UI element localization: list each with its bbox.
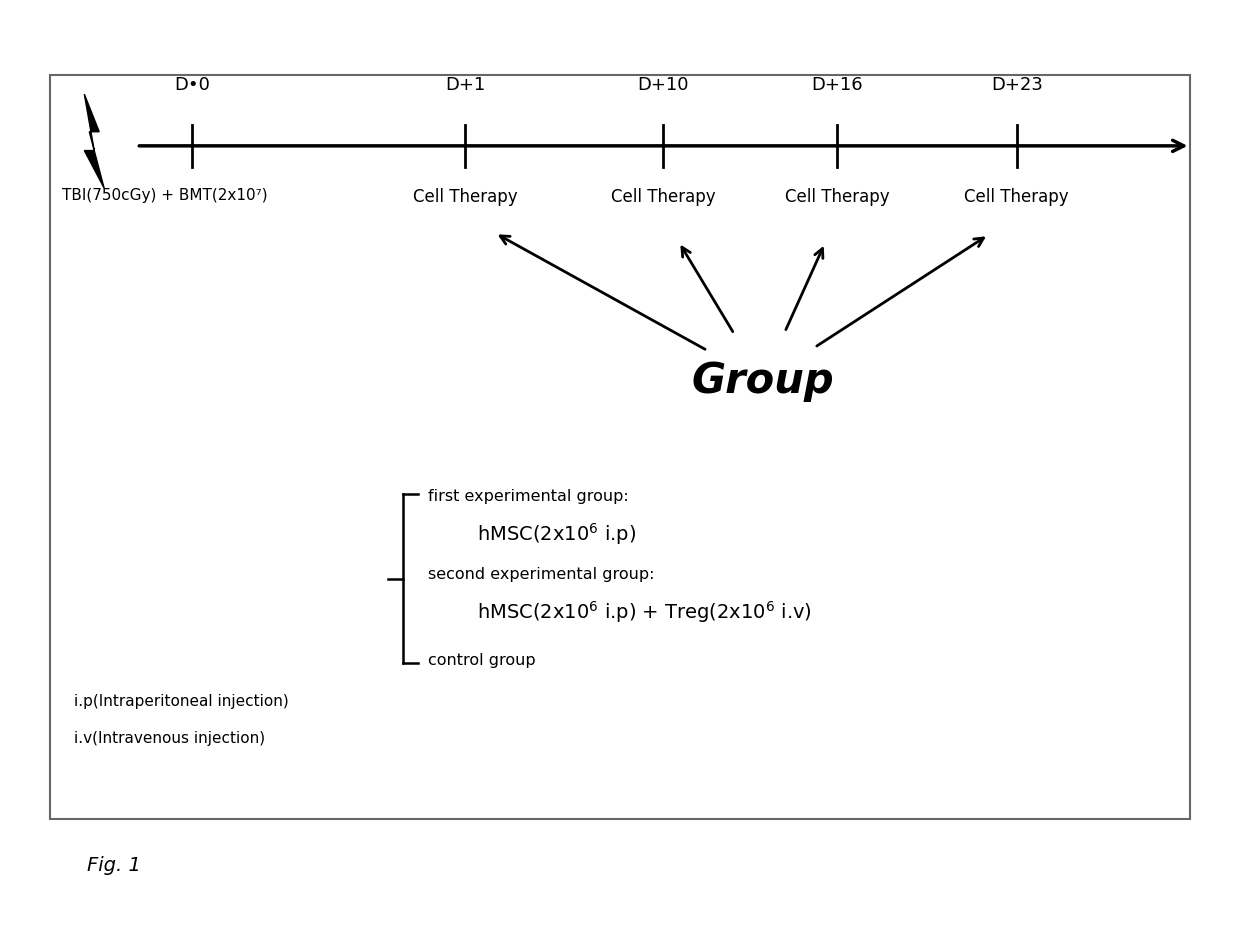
Text: TBI(750cGy) + BMT(2x10⁷): TBI(750cGy) + BMT(2x10⁷) (62, 188, 268, 203)
Text: D+23: D+23 (991, 76, 1043, 94)
Text: first experimental group:: first experimental group: (428, 489, 629, 504)
FancyBboxPatch shape (50, 75, 1190, 819)
Polygon shape (84, 94, 104, 188)
Text: Cell Therapy: Cell Therapy (413, 188, 517, 206)
Text: D+10: D+10 (637, 76, 689, 94)
Text: i.v(Intravenous injection): i.v(Intravenous injection) (74, 731, 265, 746)
Text: Fig. 1: Fig. 1 (87, 856, 140, 875)
Text: Cell Therapy: Cell Therapy (965, 188, 1069, 206)
Text: hMSC(2x10$^6$ i.p): hMSC(2x10$^6$ i.p) (477, 521, 636, 548)
Text: hMSC(2x10$^6$ i.p) + Treg(2x10$^6$ i.v): hMSC(2x10$^6$ i.p) + Treg(2x10$^6$ i.v) (477, 598, 812, 625)
Text: D+1: D+1 (445, 76, 485, 94)
Text: Group: Group (691, 360, 835, 402)
Text: second experimental group:: second experimental group: (428, 566, 655, 582)
Text: Cell Therapy: Cell Therapy (611, 188, 715, 206)
Text: D+16: D+16 (811, 76, 863, 94)
Text: Cell Therapy: Cell Therapy (785, 188, 889, 206)
Text: D•0: D•0 (175, 76, 210, 94)
Text: control group: control group (428, 653, 536, 668)
Text: i.p(Intraperitoneal injection): i.p(Intraperitoneal injection) (74, 694, 289, 709)
